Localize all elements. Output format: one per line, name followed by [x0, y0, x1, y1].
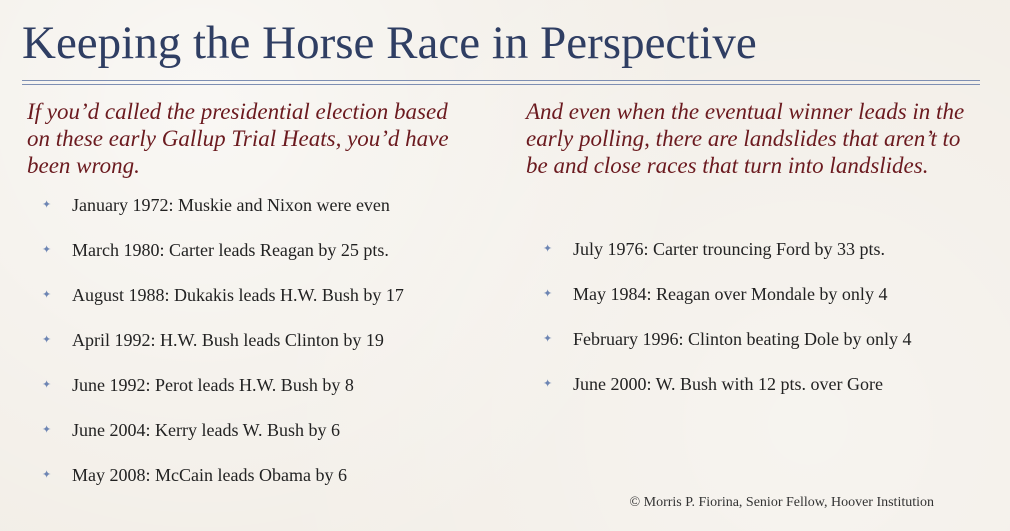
bullet-star-icon: ✦	[543, 377, 553, 390]
title-divider-bottom	[22, 84, 980, 85]
bullet-star-icon: ✦	[543, 332, 553, 345]
bullet-text: May 2008: McCain leads Obama by 6	[72, 465, 347, 485]
bullet-text: March 1980: Carter leads Reagan by 25 pt…	[72, 240, 389, 260]
bullet-star-icon: ✦	[42, 378, 52, 391]
left-column-heading: If you’d called the presidential electio…	[27, 99, 449, 178]
left-bullet-list: ✦ January 1972: Muskie and Nixon were eve…	[42, 192, 492, 507]
title-divider-top	[22, 80, 980, 81]
list-item: ✦ August 1988: Dukakis leads H.W. Bush by…	[42, 282, 492, 327]
list-item: ✦ January 1972: Muskie and Nixon were eve…	[42, 192, 492, 237]
bullet-text: January 1972: Muskie and Nixon were even	[72, 195, 390, 215]
list-item: ✦ May 1984: Reagan over Mondale by only 4	[543, 281, 983, 326]
list-item: ✦ April 1992: H.W. Bush leads Clinton by …	[42, 327, 492, 372]
bullet-text: June 2000: W. Bush with 12 pts. over Gor…	[573, 374, 883, 394]
slide-title: Keeping the Horse Race in Perspective	[22, 17, 757, 69]
bullet-text: June 2004: Kerry leads W. Bush by 6	[72, 420, 340, 440]
bullet-text: June 1992: Perot leads H.W. Bush by 8	[72, 375, 354, 395]
bullet-star-icon: ✦	[42, 468, 52, 481]
list-item: ✦ June 2004: Kerry leads W. Bush by 6	[42, 417, 492, 462]
list-item: ✦ May 2008: McCain leads Obama by 6	[42, 462, 492, 507]
list-item: ✦ March 1980: Carter leads Reagan by 25 p…	[42, 237, 492, 282]
bullet-star-icon: ✦	[42, 198, 52, 211]
bullet-star-icon: ✦	[42, 243, 52, 256]
bullet-star-icon: ✦	[543, 242, 553, 255]
bullet-text: February 1996: Clinton beating Dole by o…	[573, 329, 912, 349]
bullet-text: August 1988: Dukakis leads H.W. Bush by …	[72, 285, 404, 305]
bullet-star-icon: ✦	[42, 423, 52, 436]
right-column-heading: And even when the eventual winner leads …	[526, 99, 965, 178]
list-item: ✦ July 1976: Carter trouncing Ford by 33 …	[543, 236, 983, 281]
bullet-star-icon: ✦	[543, 287, 553, 300]
bullet-text: April 1992: H.W. Bush leads Clinton by 1…	[72, 330, 384, 350]
list-item: ✦ June 1992: Perot leads H.W. Bush by 8	[42, 372, 492, 417]
bullet-star-icon: ✦	[42, 333, 52, 346]
list-item: ✦ February 1996: Clinton beating Dole by …	[543, 326, 983, 371]
bullet-text: July 1976: Carter trouncing Ford by 33 p…	[573, 239, 885, 259]
bullet-text: May 1984: Reagan over Mondale by only 4	[573, 284, 888, 304]
list-item: ✦ June 2000: W. Bush with 12 pts. over Go…	[543, 371, 983, 416]
copyright-footer: © Morris P. Fiorina, Senior Fellow, Hoov…	[629, 495, 935, 510]
bullet-star-icon: ✦	[42, 288, 52, 301]
right-bullet-list: ✦ July 1976: Carter trouncing Ford by 33 …	[543, 236, 983, 416]
